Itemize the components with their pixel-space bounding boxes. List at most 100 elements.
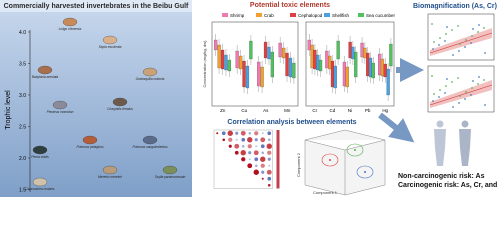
- species-label: Portunus sanguinolentus: [132, 145, 167, 149]
- box: [263, 41, 268, 59]
- box: [260, 66, 264, 88]
- corr-cell: [261, 170, 265, 174]
- box: [360, 42, 364, 58]
- species-label: Portunus pelagicus: [76, 145, 104, 149]
- arrow-down: [378, 112, 415, 143]
- element-label: Hg: [382, 108, 388, 113]
- corr-cell: [260, 156, 266, 162]
- corr-cell: [261, 151, 265, 155]
- corr-cell: [253, 169, 259, 175]
- corr-cell: [228, 137, 233, 142]
- legend-swatch: [256, 13, 262, 17]
- scatter-point: [445, 85, 447, 87]
- corr-cell: [241, 137, 246, 142]
- species-label: Crassostrea rivularis: [25, 187, 54, 191]
- species-icon: [82, 135, 98, 145]
- scatter-point: [478, 76, 480, 78]
- corr-cell: [255, 145, 258, 148]
- pca-point: [364, 171, 366, 173]
- scatter-point: [464, 46, 466, 48]
- scatter-point: [446, 26, 448, 28]
- element-label: As: [263, 108, 269, 113]
- box: [257, 61, 261, 87]
- species-icon: [142, 135, 158, 145]
- corr-cell: [261, 177, 264, 180]
- element-label: Zn: [220, 108, 226, 113]
- left-title-bar: [0, 0, 192, 12]
- element-label: Cu: [241, 108, 247, 113]
- human-head: [461, 120, 469, 128]
- box: [281, 47, 286, 59]
- corr-cell: [248, 131, 252, 135]
- corr-cell: [260, 137, 266, 143]
- box: [220, 49, 225, 70]
- fit-line: [429, 84, 493, 106]
- species-icon: [102, 165, 118, 175]
- box: [316, 54, 320, 71]
- corr-cell: [247, 137, 253, 143]
- corr-cell: [267, 183, 271, 187]
- species-label: Charybdis feriatus: [107, 107, 133, 111]
- corr-cell: [267, 176, 272, 181]
- corr-cell: [247, 163, 253, 169]
- box: [389, 43, 393, 67]
- scatter-point: [439, 37, 441, 39]
- scatter-point: [477, 31, 479, 33]
- species-icon: [142, 67, 158, 77]
- legend-label: Cephalopod: [298, 13, 323, 18]
- element-label: Mn: [284, 108, 291, 113]
- box: [348, 41, 352, 59]
- box: [366, 52, 370, 77]
- pca-box: [304, 129, 386, 196]
- corr-cell: [261, 132, 264, 135]
- element-label: Cd: [330, 108, 336, 113]
- box: [336, 40, 340, 60]
- corr-cell: [254, 131, 259, 136]
- corr-cell: [247, 144, 252, 149]
- box: [333, 65, 337, 89]
- scatter-point: [432, 100, 434, 102]
- scatter-point: [459, 43, 461, 45]
- scatter-point: [433, 41, 435, 43]
- left-title: Commercially harvested invertebrates in …: [4, 3, 189, 10]
- scatter-point: [471, 35, 473, 37]
- corr-cell: [235, 131, 239, 135]
- corr-cell: [253, 150, 259, 156]
- box: [318, 59, 323, 72]
- scatter-point: [484, 52, 486, 54]
- corr-cell: [267, 150, 272, 155]
- corr-cell: [241, 144, 245, 148]
- box: [378, 53, 382, 76]
- plot-frame: [305, 21, 395, 107]
- box: [288, 57, 293, 78]
- box: [368, 57, 373, 78]
- box: [214, 39, 218, 51]
- corr-cell: [268, 164, 271, 167]
- species-icon: [102, 35, 118, 45]
- corr-cell: [216, 132, 219, 135]
- pca-x-label: Component 1: [313, 190, 338, 195]
- species-label: Meretrix meretrix: [98, 175, 122, 179]
- page: {"left": {"title": "Commercially harvest…: [0, 0, 498, 197]
- legend-swatch: [358, 13, 364, 17]
- legend-label: Sea cucumber: [366, 13, 396, 18]
- scatter-point: [438, 96, 440, 98]
- box: [242, 60, 246, 88]
- legend-swatch: [324, 13, 330, 17]
- box: [270, 51, 275, 78]
- species-label: Sepia esculenta: [99, 45, 122, 49]
- scatter-point: [464, 98, 466, 100]
- colorbar: [276, 130, 280, 189]
- scatter-point: [472, 28, 474, 30]
- box: [307, 39, 311, 51]
- species-icon: [52, 100, 68, 110]
- left-panel: [0, 0, 192, 197]
- species-icon: [162, 165, 178, 175]
- risk-line: Carcinogenic risk: As, Cr, and: [398, 182, 497, 189]
- corr-cell: [267, 138, 271, 142]
- species-icon: [112, 97, 128, 107]
- scatter-point: [457, 77, 459, 79]
- corr-cell: [241, 157, 246, 162]
- species-group: 4.0 3.5 3.0 2.5 2.0 1.5 Loligo chinensis Sepia …: [19, 17, 185, 194]
- legend-swatch: [290, 13, 296, 17]
